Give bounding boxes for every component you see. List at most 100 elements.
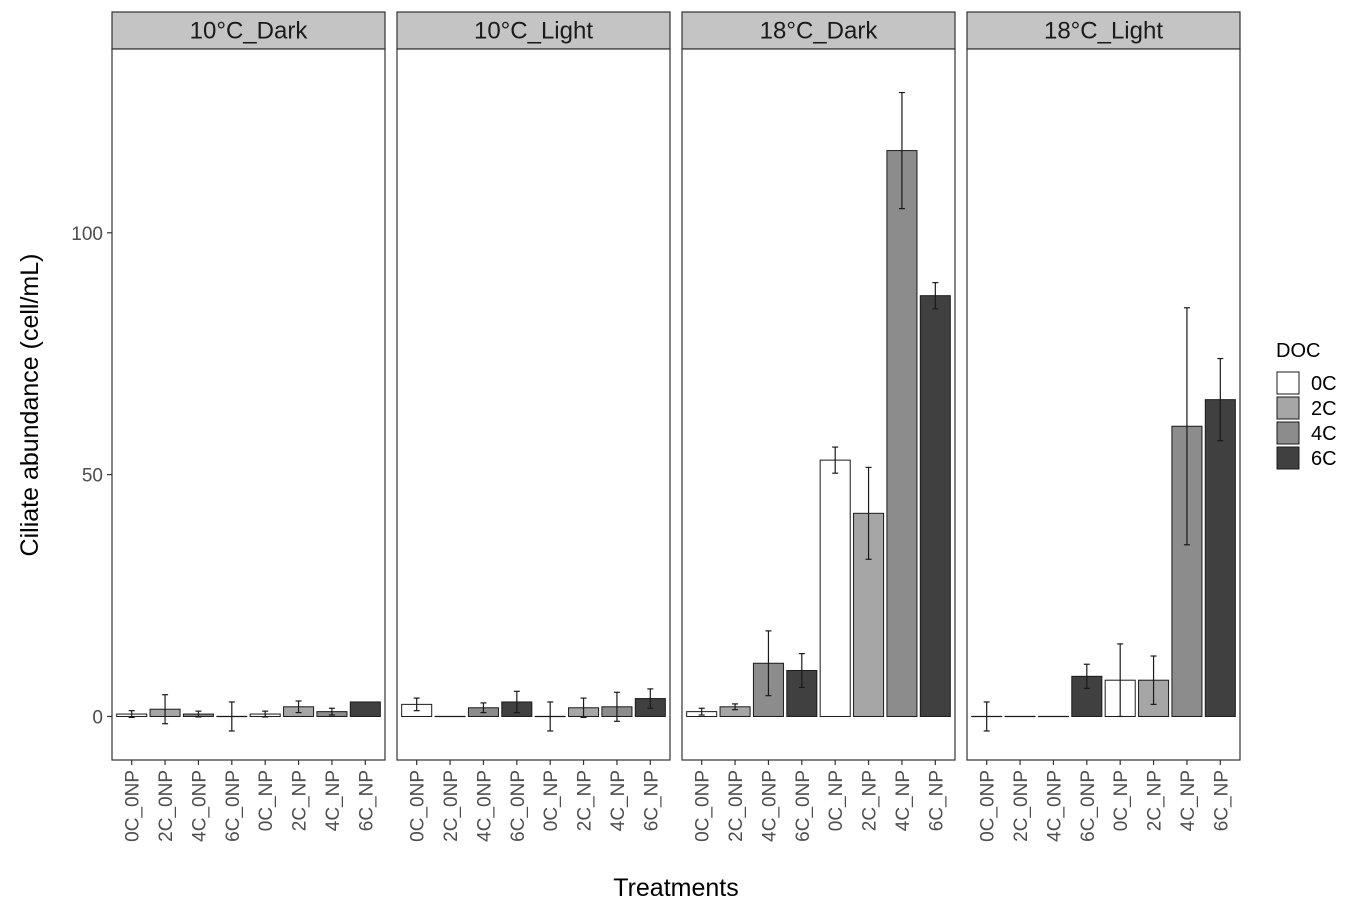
error-bar	[1083, 663, 1090, 690]
panel-4: 18°C_Light 0C_0NP 2C_0NP 4C_0NP 6C_0NP 0C_NP 2…	[966, 11, 1241, 842]
legend-title: DOC	[1276, 340, 1320, 362]
panel-border	[396, 48, 671, 761]
x-tick-label: 0C_0NP	[408, 770, 429, 842]
error-bar	[1150, 655, 1157, 705]
error-bar	[1117, 643, 1124, 718]
x-tick-label: 6C_NP	[641, 770, 662, 831]
error-bar	[513, 690, 520, 714]
x-tick-label: 4C_0NP	[759, 770, 780, 842]
legend-label: 2C	[1311, 398, 1337, 420]
panel-background	[112, 49, 385, 760]
panel-title: 18°C_Dark	[760, 18, 879, 45]
x-tick-label: 6C_NP	[356, 770, 377, 831]
x-tick-label: 0C_0NP	[978, 770, 999, 842]
legend-label: 4C	[1311, 423, 1337, 445]
panel-title: 18°C_Light	[1044, 18, 1163, 45]
error-bar	[228, 701, 235, 732]
panel-background	[397, 49, 670, 760]
panel-strip	[111, 11, 386, 50]
error-bar	[983, 701, 990, 732]
error-bar	[898, 91, 905, 210]
y-axis: 0 50 100	[71, 224, 112, 728]
error-bar	[613, 691, 620, 722]
panel-1: 10°C_Dark 0C_0NP 2C_0NP 4C_0NP 6C_0NP 0C_NP 2C…	[111, 11, 386, 842]
x-tick-label: 6C_NP	[926, 770, 947, 831]
legend-key-0C	[1276, 371, 1300, 395]
error-bar	[162, 694, 169, 725]
error-bar	[865, 466, 872, 560]
error-bar	[732, 703, 739, 711]
x-tick-label: 6C_0NP	[508, 770, 529, 842]
bar-0C_NP	[819, 459, 851, 717]
error-bar	[195, 710, 202, 718]
x-tick-label: 6C_0NP	[793, 770, 814, 842]
error-bar	[295, 700, 302, 714]
bar-6C_NP	[1204, 399, 1236, 717]
chart-panels: 10°C_Dark 0C_0NP 2C_0NP 4C_0NP 6C_0NP 0C_NP 2C…	[111, 11, 1241, 842]
bar-6C_NP	[919, 295, 951, 717]
error-bar	[480, 702, 487, 714]
error-bar	[262, 710, 269, 718]
error-bar	[547, 701, 554, 732]
panel-title: 10°C_Dark	[190, 18, 309, 45]
y-tick-label: 50	[82, 466, 103, 487]
x-tick-label: 0C_0NP	[123, 770, 144, 842]
bar-6C_NP	[349, 701, 381, 717]
legend: DOC 0C 2C 4C 6C	[1276, 340, 1337, 470]
error-bar	[647, 688, 654, 709]
legend-key-2C	[1276, 396, 1300, 420]
x-tick-label: 4C_NP	[323, 770, 344, 831]
x-tick-label: 4C_0NP	[1044, 770, 1065, 842]
panel-border	[681, 48, 956, 761]
error-bar	[765, 630, 772, 697]
panel-border	[966, 48, 1241, 761]
legend-key-4C	[1276, 421, 1300, 445]
x-tick-label: 4C_NP	[893, 770, 914, 831]
x-tick-label: 0C_NP	[1111, 770, 1132, 831]
x-tick-label: 4C_NP	[608, 770, 629, 831]
x-tick-label: 6C_0NP	[1078, 770, 1099, 842]
error-bar	[1183, 307, 1190, 546]
error-bar	[128, 710, 135, 719]
legend-key-6C	[1276, 446, 1300, 470]
x-tick-label: 2C_0NP	[1011, 770, 1032, 842]
x-tick-label: 2C_NP	[1145, 770, 1166, 831]
x-tick-label: 2C_0NP	[441, 770, 462, 842]
x-tick-label: 0C_0NP	[693, 770, 714, 842]
error-bar	[580, 697, 587, 719]
y-tick-label: 0	[92, 707, 103, 728]
x-tick-label: 0C_NP	[541, 770, 562, 831]
bar-4C_NP	[886, 150, 918, 717]
x-tick-label: 6C_0NP	[223, 770, 244, 842]
panel-strip	[681, 11, 956, 50]
error-bar	[798, 652, 805, 689]
x-tick-label: 4C_0NP	[189, 770, 210, 842]
x-tick-label: 2C_NP	[575, 770, 596, 831]
x-tick-label: 4C_NP	[1178, 770, 1199, 831]
panel-strip	[966, 11, 1241, 50]
panel-3: 18°C_Dark 0C_0NP 2C_0NP 4C_0NP 6C_0NP 0C_NP 2C…	[681, 11, 956, 842]
panel-border	[111, 48, 386, 761]
panel-2: 10°C_Light 0C_0NP 2C_0NP 4C_0NP 6C_0NP 0C_NP 2…	[396, 11, 671, 842]
error-bar	[413, 697, 420, 712]
panel-title: 10°C_Light	[474, 18, 593, 45]
x-tick-label: 2C_NP	[290, 770, 311, 831]
x-tick-label: 2C_0NP	[156, 770, 177, 842]
error-bar	[698, 707, 705, 716]
x-tick-label: 2C_0NP	[726, 770, 747, 842]
x-tick-label: 0C_NP	[256, 770, 277, 831]
x-tick-label: 0C_NP	[826, 770, 847, 831]
x-tick-label: 6C_NP	[1211, 770, 1232, 831]
y-axis-title: Ciliate abundance (cell/mL)	[16, 254, 44, 557]
x-tick-label: 2C_NP	[860, 770, 881, 831]
error-bar	[832, 446, 839, 474]
error-bar	[1217, 357, 1224, 442]
x-tick-label: 4C_0NP	[474, 770, 495, 842]
error-bar	[328, 707, 335, 716]
legend-label: 6C	[1311, 448, 1337, 470]
x-axis-title: Treatments	[613, 874, 739, 902]
legend-label: 0C	[1311, 373, 1337, 395]
error-bar	[932, 282, 939, 310]
y-tick-label: 100	[71, 224, 103, 245]
